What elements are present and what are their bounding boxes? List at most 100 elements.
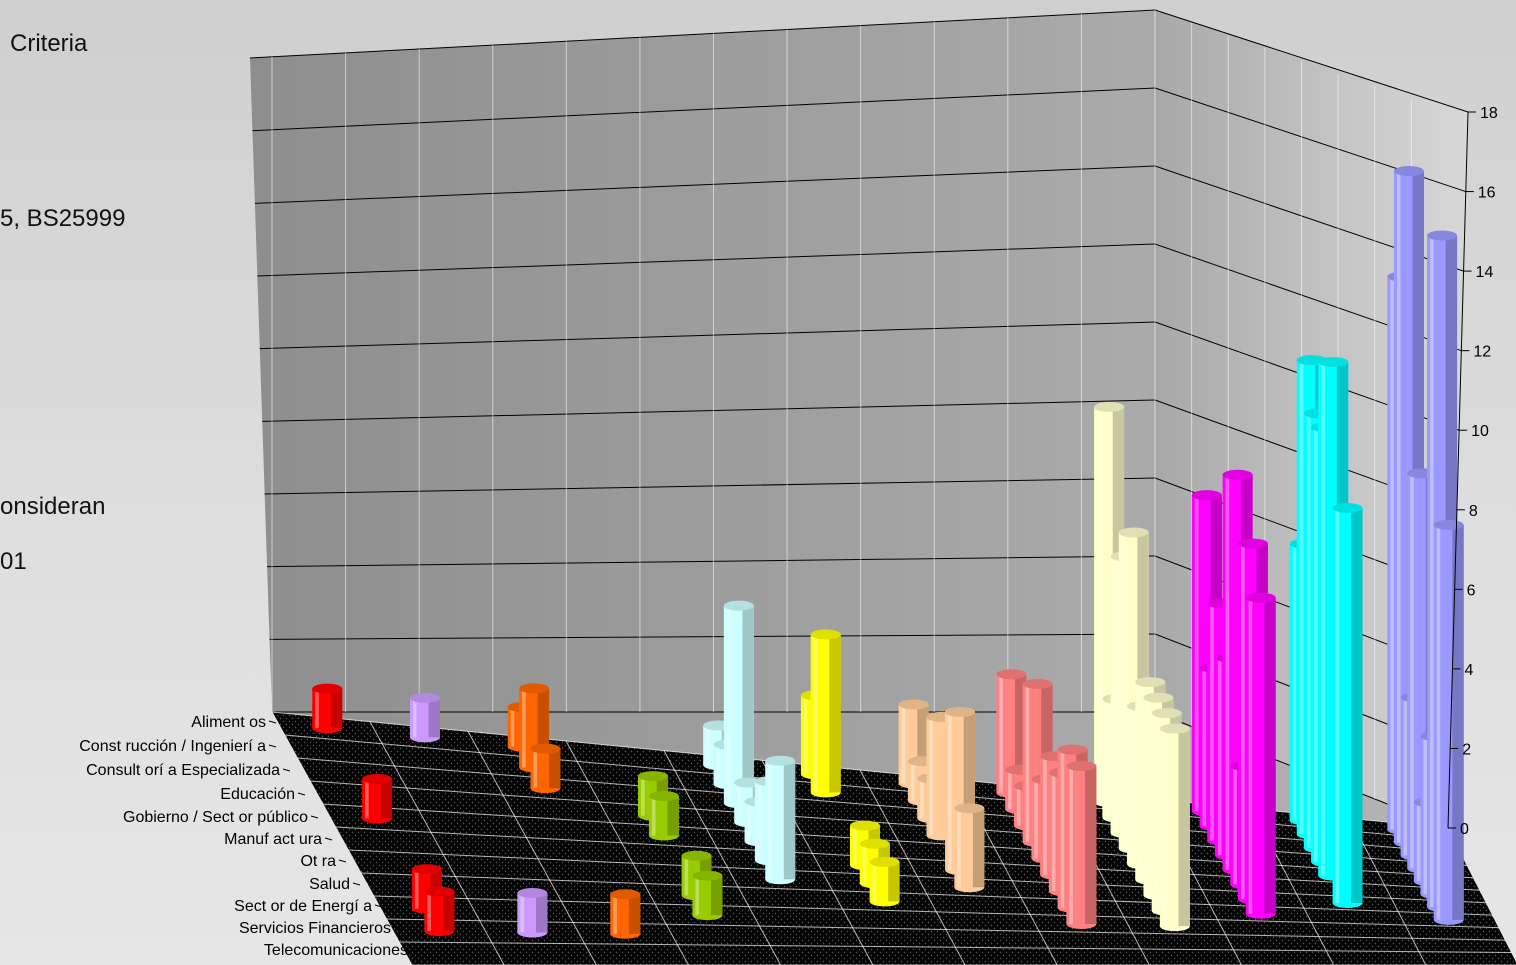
category-tick	[268, 744, 277, 748]
bar-shade	[711, 875, 723, 916]
floor-gridline	[663, 750, 782, 965]
bar-top	[859, 838, 890, 849]
bar-highlight	[757, 781, 762, 861]
bar-highlight	[1292, 543, 1297, 821]
bar-highlight	[684, 855, 689, 896]
bar-shade	[667, 795, 679, 836]
bar-shade	[1014, 674, 1027, 793]
floor-gridline	[859, 769, 966, 965]
bar-top	[765, 755, 796, 766]
y-tick-label: 14	[1476, 264, 1494, 281]
bar-0-0	[312, 683, 343, 734]
bar-top	[954, 803, 985, 814]
chart-bars	[312, 166, 1464, 939]
category-label: Aliment os	[191, 714, 266, 731]
bar-highlight	[695, 875, 700, 916]
bar-top	[1237, 538, 1268, 549]
bar-5-1	[810, 629, 841, 798]
bar-shade	[428, 697, 440, 738]
bar-highlight	[414, 869, 419, 909]
bar-top	[648, 790, 679, 801]
bar-7-8	[1066, 760, 1097, 929]
bar-shade	[972, 808, 985, 888]
bar-top	[638, 771, 669, 782]
bar-top	[810, 629, 841, 640]
bar-highlight	[999, 674, 1003, 793]
bar-highlight	[651, 795, 656, 836]
bar-highlight	[1217, 657, 1222, 856]
bar-highlight	[1008, 769, 1012, 810]
gridline	[254, 165, 1156, 204]
bar-shade	[829, 634, 841, 793]
gridline	[262, 399, 1156, 422]
bar-shade	[963, 711, 976, 870]
bar-top	[1222, 469, 1253, 480]
bar-highlight	[520, 892, 524, 933]
bar-shade	[1084, 765, 1097, 924]
bar-top	[1022, 678, 1053, 689]
bar-4-2	[723, 600, 754, 809]
y-axis-line	[1447, 111, 1469, 829]
bar-top	[681, 850, 712, 861]
category-label: Telecomunicaciones	[264, 942, 408, 959]
bar-highlight	[1105, 698, 1109, 818]
bar-highlight	[315, 688, 319, 729]
background-text-consideran: onsideran	[0, 493, 106, 520]
bar-highlight	[1321, 361, 1325, 876]
y-tick-label: 12	[1473, 344, 1491, 361]
bar-shade	[380, 778, 393, 819]
bar-highlight	[1121, 532, 1126, 849]
category-tick	[374, 904, 383, 908]
bar-highlight	[1113, 556, 1118, 833]
bar-highlight	[716, 744, 721, 785]
bar-highlight	[1390, 276, 1394, 830]
bar-10-6	[1332, 503, 1363, 909]
bar-1-0	[409, 692, 440, 743]
bar-highlight	[533, 748, 538, 789]
bar-highlight	[803, 695, 808, 775]
bar-top	[312, 683, 343, 694]
category-label: Sect or de Energí a	[234, 898, 372, 915]
category-label: Ot ra	[300, 853, 336, 870]
bar-highlight	[1416, 802, 1421, 882]
y-tick-label: 4	[1464, 662, 1473, 679]
bar-top	[1245, 592, 1276, 603]
category-label: Gobierno / Sect or público	[123, 809, 308, 826]
bar-top	[945, 706, 976, 717]
bar-highlight	[1025, 683, 1030, 842]
category-tick	[297, 792, 306, 796]
bar-highlight	[1436, 524, 1441, 920]
bar-highlight	[1069, 765, 1073, 924]
bar-highlight	[1194, 495, 1199, 812]
bar-top	[996, 669, 1027, 680]
y-tick-label: 6	[1467, 582, 1476, 599]
bar-highlight	[1097, 406, 1101, 802]
category-tick	[282, 768, 291, 772]
bar-shade	[1264, 597, 1276, 914]
bar-top	[530, 743, 561, 754]
bar-shade	[1452, 524, 1464, 920]
bar-highlight	[1146, 697, 1151, 896]
bar-1-9	[517, 887, 548, 938]
category-tick	[310, 815, 319, 819]
bar-highlight	[920, 778, 924, 819]
y-tick-label: 16	[1478, 185, 1496, 202]
bar-0-4	[362, 773, 393, 824]
bar-highlight	[737, 782, 741, 823]
bar-top	[1094, 401, 1125, 412]
category-tick	[352, 882, 361, 886]
bar-top	[1427, 230, 1458, 241]
bar-highlight	[872, 861, 877, 902]
bar-top	[1057, 744, 1088, 755]
y-tick-label: 0	[1460, 821, 1469, 838]
floor-gridline	[1349, 818, 1427, 965]
bar-highlight	[1162, 728, 1167, 927]
bar-highlight	[726, 605, 731, 804]
bar-top	[692, 870, 723, 881]
bar-highlight	[1410, 473, 1414, 869]
bar-highlight	[948, 711, 952, 870]
bar-shade	[1178, 728, 1190, 927]
bar-highlight	[1051, 772, 1056, 892]
bar-highlight	[1202, 667, 1207, 826]
